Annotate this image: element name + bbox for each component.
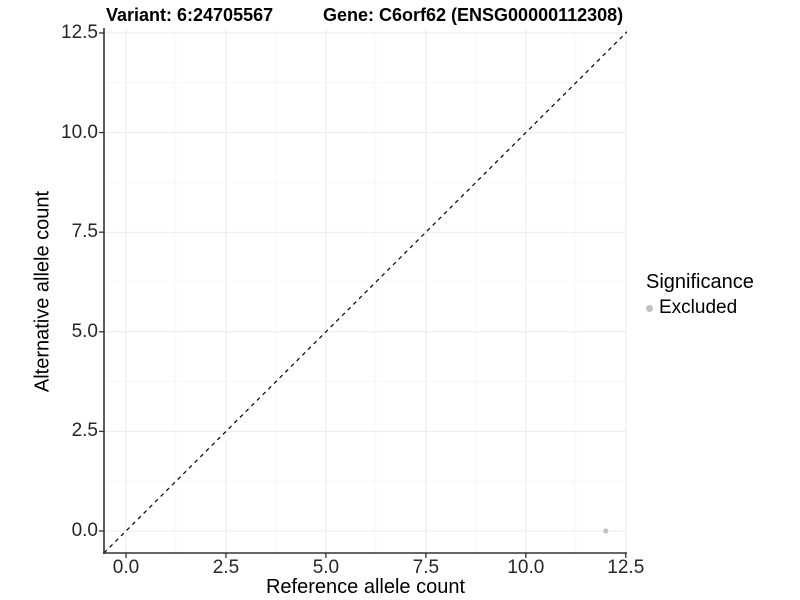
identity-dashed-line xyxy=(104,31,627,553)
legend-item: Excluded xyxy=(646,297,754,319)
y-tick-label: 0.0 xyxy=(71,520,98,541)
x-tick-label: 10.0 xyxy=(507,557,545,578)
y-tick-label: 10.0 xyxy=(61,121,98,143)
legend-key-dot-icon xyxy=(646,304,653,312)
x-tick-label: 7.5 xyxy=(412,557,440,578)
x-tick-label: 0.0 xyxy=(112,557,140,578)
y-tick-label: 7.5 xyxy=(71,221,98,243)
variant-title: Variant: 6:24705567 xyxy=(106,5,274,25)
legend-title: Significance xyxy=(646,271,754,293)
x-tick-label: 2.5 xyxy=(212,557,240,578)
gene-title: Gene: C6orf62 (ENSG00000112308) xyxy=(323,5,624,25)
x-tick-label: 5.0 xyxy=(312,557,340,578)
y-tick-label: 12.5 xyxy=(61,21,98,43)
x-axis-title: Reference allele count xyxy=(265,576,465,598)
y-tick-label: 5.0 xyxy=(71,320,98,342)
x-tick-label: 12.5 xyxy=(607,557,645,578)
legend-items: Excluded xyxy=(646,297,754,319)
legend-item-label: Excluded xyxy=(659,297,738,318)
y-tick-label: 2.5 xyxy=(71,420,98,442)
data-point-excluded xyxy=(603,528,609,534)
legend: Significance Excluded xyxy=(646,271,754,319)
y-axis-title: Alternative allele count xyxy=(31,190,54,393)
